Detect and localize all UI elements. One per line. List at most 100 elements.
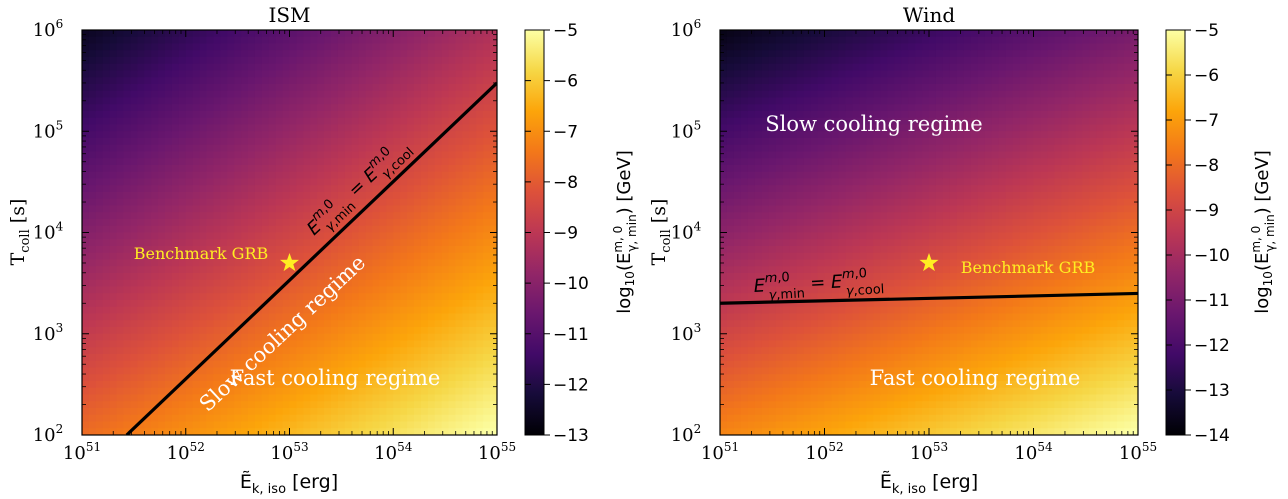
wind-heat-cell — [720, 144, 728, 153]
wind-heat-cell — [761, 293, 770, 301]
ism-heat-cell — [151, 97, 159, 105]
wind-heat-cell — [796, 428, 805, 435]
ism-heat-cell — [310, 394, 318, 402]
wind-heat-cell — [789, 192, 798, 200]
ism-heat-cell — [455, 414, 464, 423]
ism-heat-cell — [95, 347, 104, 355]
ism-heat-cell — [241, 300, 249, 308]
ism-heat-cell — [407, 124, 415, 132]
ism-heat-cell — [358, 178, 367, 186]
ism-heat-cell — [268, 30, 277, 38]
ism-heat-cell — [116, 225, 125, 234]
ism-heat-cell — [171, 381, 180, 389]
ism-heat-cell — [220, 333, 228, 342]
wind-heat-cell — [754, 124, 763, 132]
ism-heat-cell — [248, 205, 256, 213]
wind-heat-cell — [747, 333, 756, 342]
ism-heat-cell — [469, 387, 477, 396]
wind-heat-cell — [845, 347, 853, 355]
wind-heat-cell — [782, 414, 791, 423]
wind-heat-cell — [831, 185, 840, 193]
wind-heat-cell — [810, 70, 819, 78]
wind-heat-cell — [726, 360, 735, 369]
ism-heat-cell — [116, 387, 125, 396]
wind-heat-cell — [775, 63, 784, 72]
ism-heat-cell — [483, 408, 491, 416]
ism-heat-cell — [151, 131, 159, 139]
ism-heat-cell — [82, 286, 90, 294]
wind-heat-cell — [796, 300, 805, 308]
ism-heat-cell — [379, 50, 387, 58]
ism-heat-cell — [476, 306, 484, 315]
ism-heat-cell — [144, 185, 152, 193]
ism-heat-cell — [137, 354, 145, 362]
wind-heat-cell — [796, 178, 805, 186]
ism-heat-cell — [241, 198, 249, 207]
ism-heat-cell — [282, 63, 291, 72]
ism-heat-cell — [434, 124, 443, 132]
ism-heat-cell — [109, 171, 118, 180]
wind-heat-cell — [789, 185, 798, 193]
ism-heat-cell — [296, 131, 304, 139]
ism-heat-cell — [317, 293, 325, 301]
ism-heat-cell — [296, 144, 304, 153]
ism-heat-cell — [82, 252, 90, 261]
ism-heat-cell — [88, 327, 97, 335]
ism-heat-cell — [248, 171, 256, 180]
ism-heat-cell — [462, 138, 470, 146]
ism-heat-cell — [130, 30, 138, 38]
ism-heat-cell — [88, 97, 97, 105]
ism-heat-cell — [213, 124, 221, 132]
ism-heat-cell — [490, 50, 497, 58]
ism-heat-cell — [116, 70, 125, 78]
ism-heat-cell — [462, 300, 470, 308]
wind-heat-cell — [838, 232, 846, 240]
wind-heat-cell — [803, 185, 812, 193]
wind-heat-cell — [782, 77, 791, 85]
ism-heat-cell — [469, 117, 477, 126]
wind-heat-cell — [852, 340, 860, 348]
ism-heat-cell — [303, 57, 311, 65]
ism-heat-cell — [441, 219, 450, 227]
ism-heat-cell — [331, 279, 339, 288]
ism-heat-cell — [420, 104, 429, 112]
ism-heat-cell — [351, 165, 360, 173]
ism-heat-cell — [82, 63, 90, 72]
ism-heat-cell — [490, 43, 497, 51]
wind-heat-cell — [831, 408, 840, 416]
ism-heat-cell — [462, 178, 470, 186]
ism-heat-cell — [310, 165, 318, 173]
ism-heat-cell — [337, 273, 346, 281]
wind-heat-cell — [740, 327, 749, 335]
ism-heat-cell — [95, 185, 104, 193]
ism-heat-cell — [144, 306, 152, 315]
ism-heat-cell — [178, 367, 187, 375]
ism-benchmark-star — [280, 253, 299, 272]
ism-heat-cell — [434, 286, 443, 294]
wind-heat-cell — [852, 239, 860, 247]
ism-heat-cell — [192, 36, 201, 45]
ism-heat-cell — [185, 90, 194, 99]
ism-heat-cell — [296, 367, 304, 375]
ism-heat-cell — [137, 421, 145, 429]
ism-heat-cell — [296, 401, 304, 409]
ism-heat-cell — [476, 239, 484, 247]
ism-heat-cell — [275, 63, 284, 72]
wind-heat-cell — [810, 252, 819, 261]
ism-heat-cell — [82, 84, 90, 92]
ism-heat-cell — [192, 219, 201, 227]
ism-heat-cell — [158, 225, 166, 234]
ism-heat-cell — [351, 273, 360, 281]
wind-heat-cell — [831, 401, 840, 409]
ism-heat-cell — [331, 225, 339, 234]
wind-heat-cell — [720, 239, 728, 247]
ism-heat-cell — [88, 387, 97, 396]
wind-heat-cell — [733, 333, 742, 342]
ism-heat-cell — [165, 144, 173, 153]
wind-heat-cell — [761, 347, 770, 355]
wind-heat-cell — [761, 63, 770, 72]
ism-heat-cell — [400, 124, 408, 132]
ism-heat-cell — [469, 401, 477, 409]
ism-heat-cell — [185, 259, 194, 267]
ism-heat-cell — [82, 43, 90, 51]
